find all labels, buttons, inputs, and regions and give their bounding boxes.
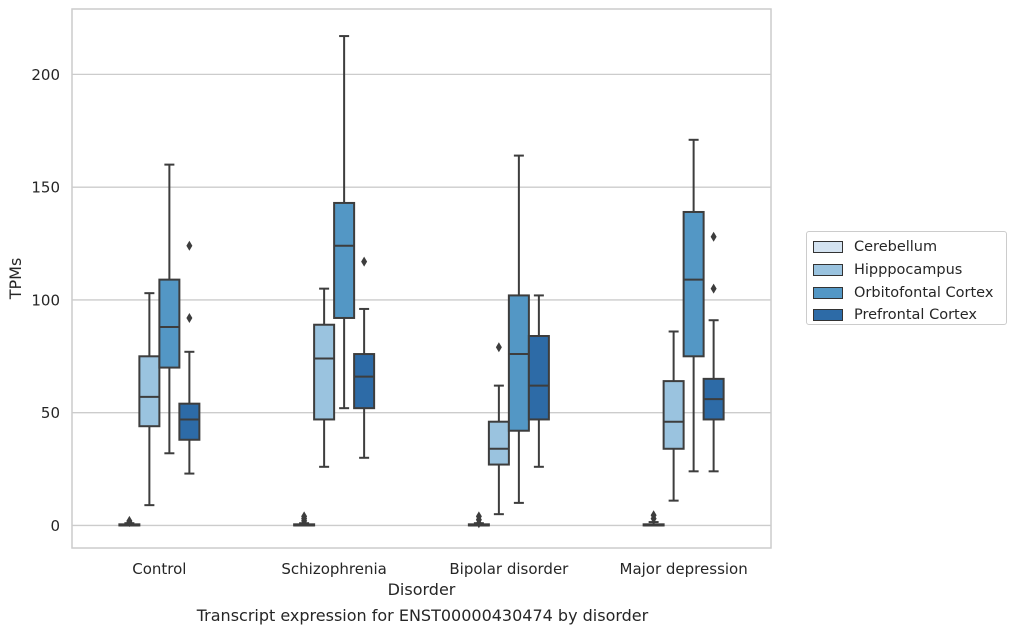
legend-item: Prefrontal Cortex bbox=[813, 304, 1006, 327]
box-orbitofontal-cortex bbox=[158, 163, 181, 455]
y-tick-label: 100 bbox=[31, 291, 60, 309]
box-cerebellum bbox=[467, 511, 490, 529]
box-cerebellum bbox=[118, 515, 141, 528]
legend: Cerebellum Hipppocampus Orbitofontal Corte… bbox=[806, 231, 1007, 325]
box-prefrontal-cortex bbox=[527, 294, 550, 468]
x-axis-ticks: Control Schizophrenia Bipolar disorder Majo… bbox=[132, 560, 747, 578]
legend-label: Cerebellum bbox=[854, 239, 938, 256]
box bbox=[313, 323, 336, 421]
box bbox=[178, 402, 201, 441]
legend-item: Orbitofontal Cortex bbox=[813, 281, 1006, 304]
legend-item: Hipppocampus bbox=[813, 259, 1006, 282]
box bbox=[662, 380, 685, 450]
box-prefrontal-cortex bbox=[702, 231, 725, 473]
y-tick-label: 0 bbox=[50, 517, 60, 535]
legend-label: Prefrontal Cortex bbox=[854, 307, 977, 324]
x-tick-label: Schizophrenia bbox=[281, 560, 386, 578]
box bbox=[353, 353, 376, 410]
box-hipppocampus bbox=[138, 292, 161, 507]
outlier-point bbox=[495, 342, 502, 353]
outlier-point bbox=[475, 511, 482, 522]
box bbox=[682, 210, 705, 358]
legend-label: Hipppocampus bbox=[854, 262, 963, 279]
legend-swatch bbox=[813, 286, 843, 299]
legend-label: Orbitofontal Cortex bbox=[854, 284, 994, 301]
box-orbitofontal-cortex bbox=[682, 138, 705, 473]
outlier-point bbox=[650, 510, 657, 521]
box bbox=[507, 294, 530, 432]
box-prefrontal-cortex bbox=[353, 256, 376, 459]
outlier-point bbox=[301, 511, 308, 522]
x-tick-label: Bipolar disorder bbox=[449, 560, 569, 578]
box-cerebellum bbox=[293, 511, 316, 527]
outlier-point bbox=[186, 240, 193, 251]
outlier-point bbox=[186, 312, 193, 323]
x-tick-label: Control bbox=[132, 560, 186, 578]
box-orbitofontal-cortex bbox=[333, 35, 356, 410]
outlier-point bbox=[361, 256, 368, 267]
plot-frame bbox=[71, 8, 772, 549]
box-hipppocampus bbox=[662, 330, 685, 502]
chart-caption: Transcript expression for ENST0000043047… bbox=[196, 606, 649, 625]
box-plot-series bbox=[118, 35, 725, 529]
legend-swatch bbox=[813, 309, 843, 322]
y-tick-label: 200 bbox=[31, 66, 60, 84]
legend-swatch bbox=[813, 241, 843, 254]
box bbox=[333, 201, 356, 319]
box-prefrontal-cortex bbox=[178, 240, 201, 475]
x-axis-label: Disorder bbox=[388, 580, 456, 599]
box bbox=[158, 278, 181, 369]
y-axis-ticks: 0 50 100 150 200 bbox=[31, 66, 60, 535]
x-tick-label: Major depression bbox=[620, 560, 748, 578]
box-cerebellum bbox=[642, 510, 665, 527]
box-orbitofontal-cortex bbox=[507, 154, 530, 504]
legend-item: Cerebellum bbox=[813, 236, 1006, 259]
y-tick-label: 150 bbox=[31, 179, 60, 197]
box bbox=[527, 335, 550, 421]
box-hipppocampus bbox=[313, 287, 336, 468]
y-axis-label: TPMs bbox=[6, 258, 25, 301]
legend-swatch bbox=[813, 264, 843, 277]
outlier-point bbox=[126, 515, 133, 526]
box-hipppocampus bbox=[487, 342, 510, 516]
outlier-point bbox=[710, 283, 717, 294]
box bbox=[487, 420, 510, 466]
outlier-point bbox=[710, 231, 717, 242]
y-tick-label: 50 bbox=[41, 404, 60, 422]
box bbox=[138, 355, 161, 428]
